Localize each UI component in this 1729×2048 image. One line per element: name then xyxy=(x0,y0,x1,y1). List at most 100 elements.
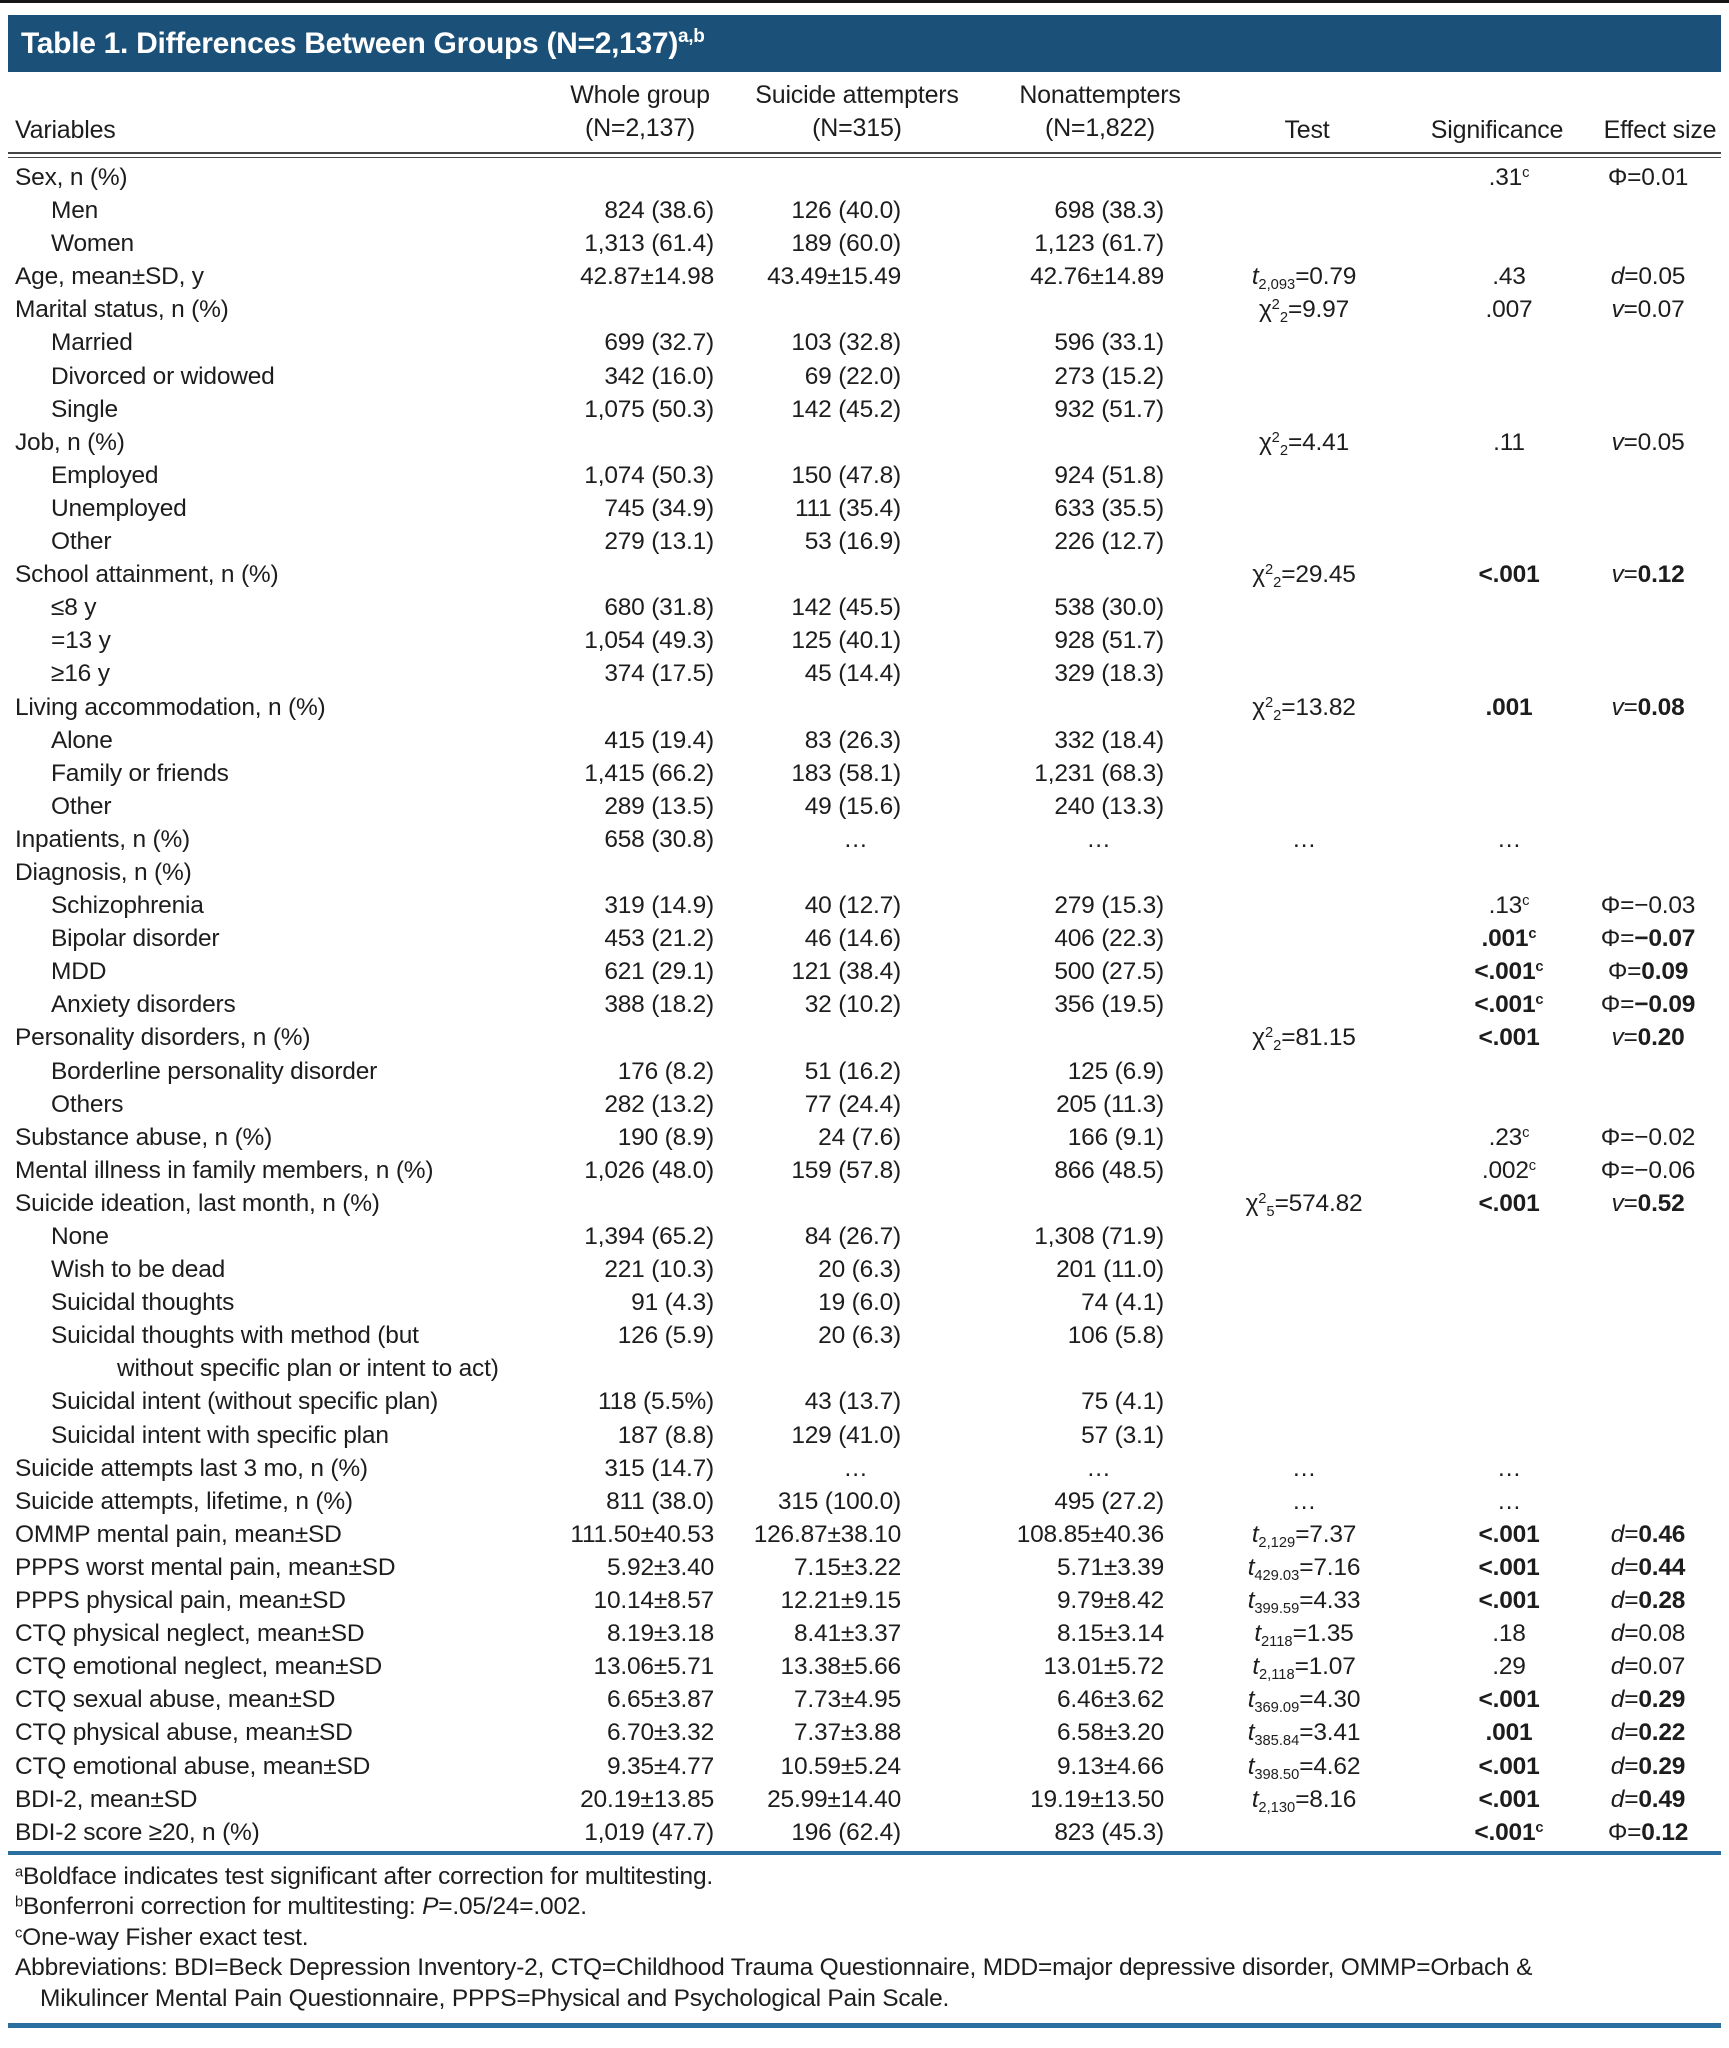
cell-significance xyxy=(1440,724,1578,757)
table-row: Diagnosis, n (%) xyxy=(15,856,1721,889)
cell-effect-size xyxy=(1578,1452,1718,1485)
cell-whole-group xyxy=(460,426,718,459)
cell-whole-group: 221 (10.3) xyxy=(604,1256,714,1284)
cell-effect-size xyxy=(1578,1385,1718,1418)
cell-effect-size xyxy=(1578,823,1718,856)
cell-attempters: … xyxy=(843,825,868,853)
table-row: Marital status, n (%) χ22=9.97 .007 v=0.07 xyxy=(15,293,1721,326)
row-label: ≥16 y xyxy=(51,660,110,688)
cell-nonattempters: 1,231 (68.3) xyxy=(1034,759,1164,787)
row-label: Suicide attempts last 3 mo, n (%) xyxy=(15,1454,368,1482)
cell-test xyxy=(1168,492,1440,525)
cell-test xyxy=(1168,326,1440,359)
cell-significance xyxy=(1440,591,1578,624)
cell-nonattempters: 6.46±3.62 xyxy=(1056,1686,1164,1714)
cell-significance: <.001 xyxy=(1478,1686,1540,1714)
cell-whole-group: 811 (38.0) xyxy=(606,1487,714,1515)
column-header-attempters-line1: Suicide attempters xyxy=(755,81,959,109)
cell-significance: .29 xyxy=(1492,1653,1526,1681)
cell-nonattempters xyxy=(905,856,1168,889)
row-label: CTQ physical neglect, mean±SD xyxy=(15,1620,365,1648)
cell-test: t2,130=8.16 xyxy=(1251,1785,1357,1816)
cell-whole-group: 319 (14.9) xyxy=(604,892,714,920)
cell-attempters: 49 (15.6) xyxy=(804,792,901,820)
row-label: Marital status, n (%) xyxy=(15,296,229,324)
cell-whole-group: 10.14±8.57 xyxy=(593,1587,715,1615)
table-row: Mental illness in family members, n (%) 1… xyxy=(15,1154,1721,1187)
cell-attempters: 121 (38.4) xyxy=(791,958,901,986)
cell-attempters: 53 (16.9) xyxy=(804,528,901,556)
footnotes: aBoldface indicates test significant aft… xyxy=(15,1862,1721,2015)
cell-nonattempters xyxy=(905,293,1168,326)
row-label: CTQ emotional abuse, mean±SD xyxy=(15,1752,371,1780)
cell-whole-group xyxy=(460,856,718,889)
footnote-b-italic-p: P xyxy=(422,1893,439,1921)
cell-nonattempters: 108.85±40.36 xyxy=(1016,1520,1164,1548)
cell-whole-group: 745 (34.9) xyxy=(604,494,714,522)
table-row: PPPS physical pain, mean±SD 10.14±8.57 12.… xyxy=(15,1584,1721,1617)
cell-attempters: 69 (22.0) xyxy=(804,362,901,390)
row-label: Suicidal thoughts with method (but withou… xyxy=(51,1322,499,1383)
abbreviations-line2: Mikulincer Mental Pain Questionnaire, PP… xyxy=(40,1984,950,2012)
cell-effect-size: d=0.44 xyxy=(1610,1553,1686,1581)
cell-nonattempters: … xyxy=(1086,1454,1111,1482)
cell-effect-size: d=0.08 xyxy=(1610,1620,1686,1648)
table-title-superscript: a,b xyxy=(678,25,705,47)
cell-significance xyxy=(1440,657,1578,690)
table-row: CTQ emotional abuse, mean±SD 9.35±4.77 10.… xyxy=(15,1750,1721,1783)
cell-nonattempters xyxy=(905,691,1168,724)
row-label: Others xyxy=(51,1090,124,1118)
cell-test: … xyxy=(1291,825,1317,853)
cell-significance: <.001 xyxy=(1478,561,1540,589)
cell-significance xyxy=(1440,624,1578,657)
cell-nonattempters xyxy=(905,161,1168,194)
cell-test: t429.03=7.16 xyxy=(1247,1553,1361,1585)
table-row: Married 699 (32.7) 103 (32.8) 596 (33.1) xyxy=(15,326,1721,359)
cell-significance xyxy=(1440,856,1578,889)
header-double-rule xyxy=(8,152,1721,158)
cell-significance: … xyxy=(1496,1454,1522,1482)
cell-significance: … xyxy=(1496,825,1522,853)
cell-attempters xyxy=(718,558,905,591)
cell-effect-size: d=0.49 xyxy=(1610,1785,1686,1813)
footnote-c: cOne-way Fisher exact test. xyxy=(15,1923,1721,1954)
row-label: Women xyxy=(51,230,134,258)
cell-whole-group: 187 (8.8) xyxy=(617,1421,714,1449)
table-row: Suicide ideation, last month, n (%) χ25=5… xyxy=(15,1187,1721,1220)
cell-significance xyxy=(1440,757,1578,790)
table-row: Substance abuse, n (%) 190 (8.9) 24 (7.6) 1… xyxy=(15,1121,1721,1154)
cell-test xyxy=(1168,1253,1440,1286)
cell-attempters: 125 (40.1) xyxy=(791,627,901,655)
cell-attempters xyxy=(718,691,905,724)
cell-effect-size: v=0.08 xyxy=(1611,693,1685,721)
cell-nonattempters: 823 (45.3) xyxy=(1054,1818,1164,1846)
cell-whole-group: 111.50±40.53 xyxy=(570,1520,714,1548)
cell-attempters: 183 (58.1) xyxy=(791,759,901,787)
cell-whole-group: 658 (30.8) xyxy=(604,825,714,853)
cell-effect-size xyxy=(1578,757,1718,790)
cell-attempters: 19 (6.0) xyxy=(818,1289,901,1317)
cell-attempters: 10.59±5.24 xyxy=(780,1752,902,1780)
cell-effect-size xyxy=(1578,492,1718,525)
cell-whole-group: 699 (32.7) xyxy=(604,329,714,357)
column-header-significance: Significance xyxy=(1430,116,1564,144)
cell-nonattempters: 125 (6.9) xyxy=(1067,1057,1164,1085)
cell-test: t399.59=4.33 xyxy=(1247,1587,1361,1618)
table-row: None 1,394 (65.2) 84 (26.7) 1,308 (71.9) xyxy=(15,1220,1721,1253)
cell-nonattempters: 500 (27.5) xyxy=(1054,958,1164,986)
footer-bottom-rule xyxy=(8,2023,1721,2029)
row-label: Inpatients, n (%) xyxy=(15,825,190,853)
footnote-c-text: One-way Fisher exact test. xyxy=(22,1923,309,1951)
table-row: School attainment, n (%) χ22=29.45 <.001 v=… xyxy=(15,558,1721,591)
table-title-text: Table 1. Differences Between Groups (N=2… xyxy=(21,26,679,60)
cell-effect-size xyxy=(1578,459,1718,492)
cell-effect-size xyxy=(1578,1485,1718,1518)
cell-nonattempters: 406 (22.3) xyxy=(1054,925,1164,953)
cell-test xyxy=(1168,889,1440,922)
cell-test xyxy=(1168,1220,1440,1253)
table-row: Wish to be dead 221 (10.3) 20 (6.3) 201 (11… xyxy=(15,1253,1721,1286)
table-row: ≤8 y 680 (31.8) 142 (45.5) 538 (30.0) xyxy=(15,591,1721,624)
cell-attempters: 126 (40.0) xyxy=(791,197,901,225)
cell-significance xyxy=(1440,492,1578,525)
table-row: Age, mean±SD, y 42.87±14.98 43.49±15.49 42.… xyxy=(15,260,1721,293)
